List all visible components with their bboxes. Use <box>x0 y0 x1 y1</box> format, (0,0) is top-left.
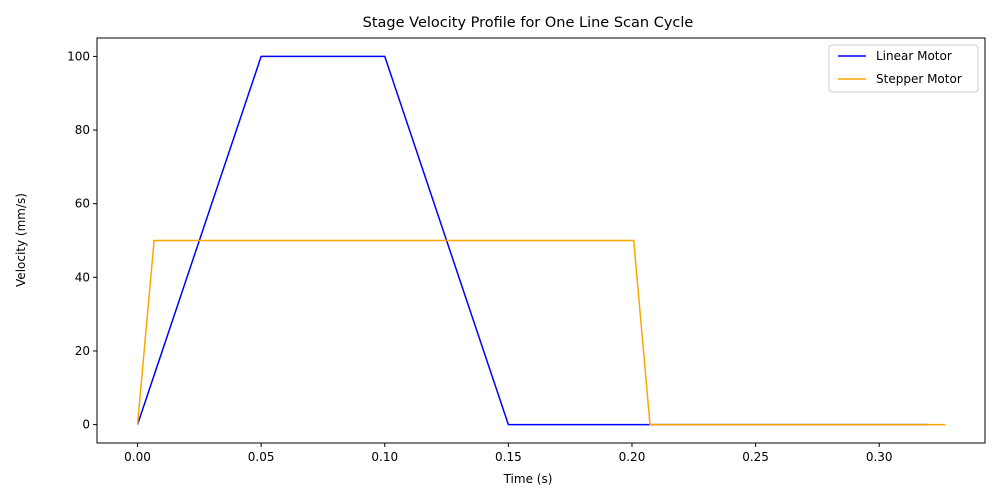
y-tick-label: 20 <box>75 344 90 358</box>
x-tick-label: 0.20 <box>619 450 646 464</box>
y-tick-label: 100 <box>67 49 90 63</box>
legend: Linear Motor Stepper Motor <box>828 44 979 93</box>
x-tick-label: 0.10 <box>371 450 398 464</box>
x-tick-label: 0.15 <box>495 450 522 464</box>
x-tick-label: 0.00 <box>124 450 151 464</box>
y-tick-label: 80 <box>75 123 90 137</box>
x-axis-label: Time (s) <box>503 472 553 486</box>
y-tick-label: 0 <box>82 418 90 432</box>
series-line-stepper-motor <box>136 239 946 426</box>
chart-title: Stage Velocity Profile for One Line Scan… <box>363 15 694 31</box>
y-axis-ticks: 0 20 40 60 80 100 <box>67 49 97 432</box>
y-axis-label: Velocity (mm/s) <box>14 193 28 287</box>
series-line-linear-motor <box>136 55 929 426</box>
x-tick-label: 0.25 <box>742 450 769 464</box>
x-tick-label: 0.05 <box>248 450 275 464</box>
legend-box <box>828 44 979 93</box>
x-tick-label: 0.30 <box>866 450 893 464</box>
plot-frame <box>96 37 986 444</box>
plot-lines <box>136 55 946 426</box>
x-axis-ticks: 0.00 0.05 0.10 0.15 0.20 0.25 0.30 <box>124 443 893 464</box>
y-tick-label: 60 <box>75 197 90 211</box>
legend-label-linear-motor: Linear Motor <box>876 49 952 63</box>
y-tick-label: 40 <box>75 270 90 284</box>
legend-label-stepper-motor: Stepper Motor <box>876 72 962 86</box>
